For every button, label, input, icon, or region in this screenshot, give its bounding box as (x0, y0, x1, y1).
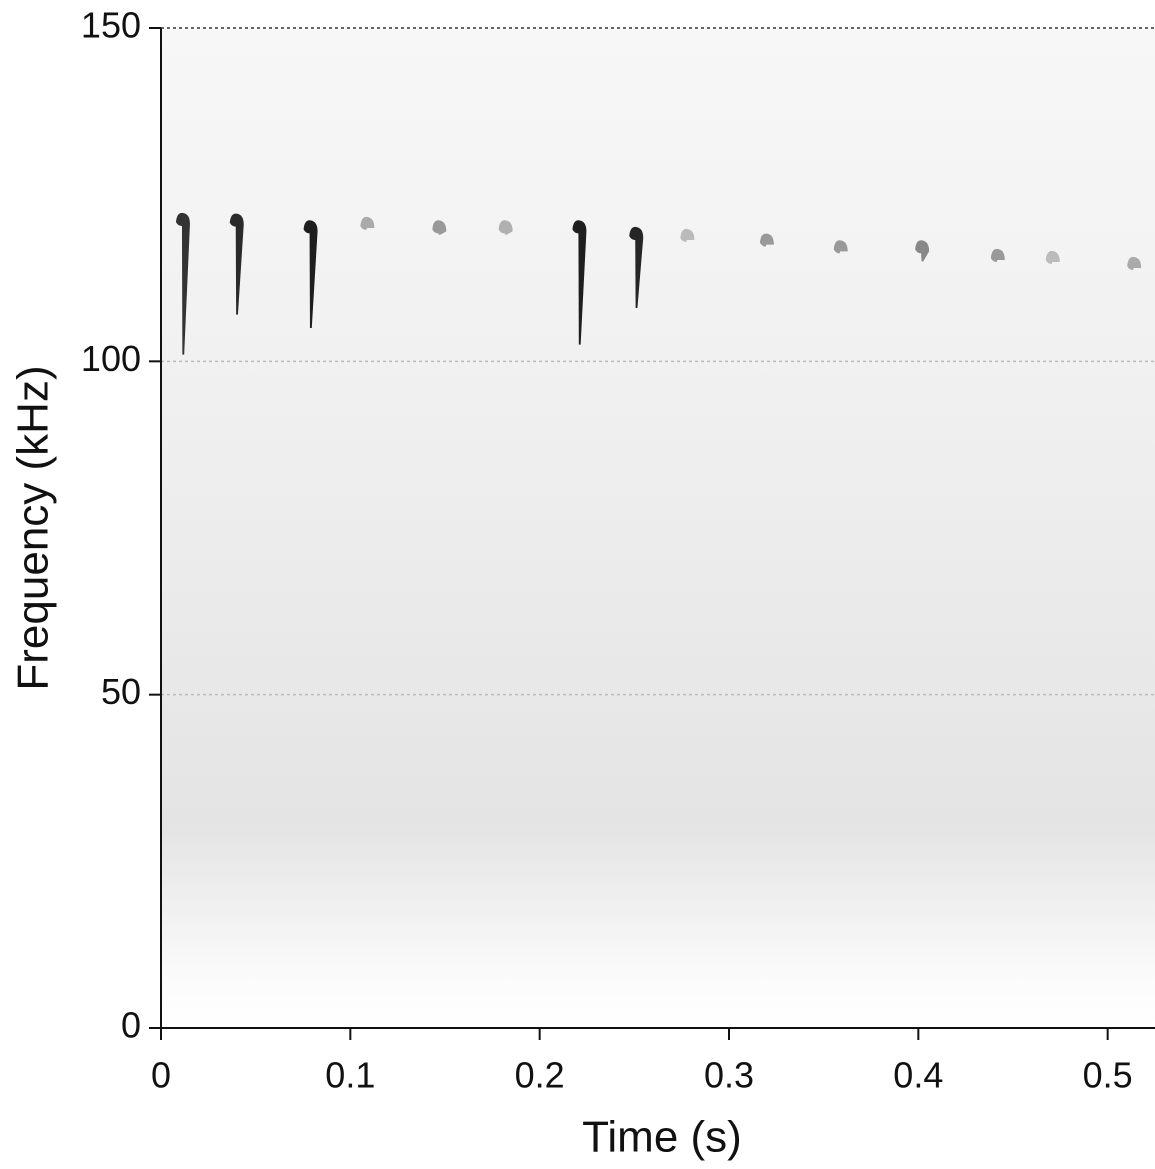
y-tick-label: 150 (81, 5, 141, 46)
x-tick-label: 0.4 (893, 1055, 943, 1096)
x-tick-label: 0 (151, 1055, 171, 1096)
call-pulse (990, 248, 1005, 262)
call-pulse (572, 220, 587, 345)
y-axis-title: Frequency (kHz) (9, 365, 58, 690)
call-pulse (1127, 256, 1142, 270)
call-pulse (498, 220, 513, 235)
call-pulse (1045, 250, 1060, 264)
x-axis-title: Time (s) (582, 1113, 742, 1162)
call-pulse (229, 213, 244, 315)
call-pulse (303, 220, 318, 328)
noise-background (162, 29, 1155, 1027)
x-tick-label: 0.1 (325, 1055, 375, 1096)
call-pulse (360, 216, 375, 230)
call-pulse (680, 228, 695, 242)
x-tick-label: 0.2 (515, 1055, 565, 1096)
call-pulse (833, 240, 848, 254)
call-pulse (175, 212, 190, 355)
call-pulse (432, 220, 447, 235)
call-pulse (915, 240, 930, 262)
y-tick-label: 50 (101, 671, 141, 712)
x-tick-label: 0.5 (1083, 1055, 1133, 1096)
call-pulse (759, 233, 774, 247)
y-tick-label: 0 (121, 1005, 141, 1046)
x-tick-label: 0.3 (704, 1055, 754, 1096)
call-pulse (629, 226, 644, 308)
y-tick-label: 100 (81, 338, 141, 379)
